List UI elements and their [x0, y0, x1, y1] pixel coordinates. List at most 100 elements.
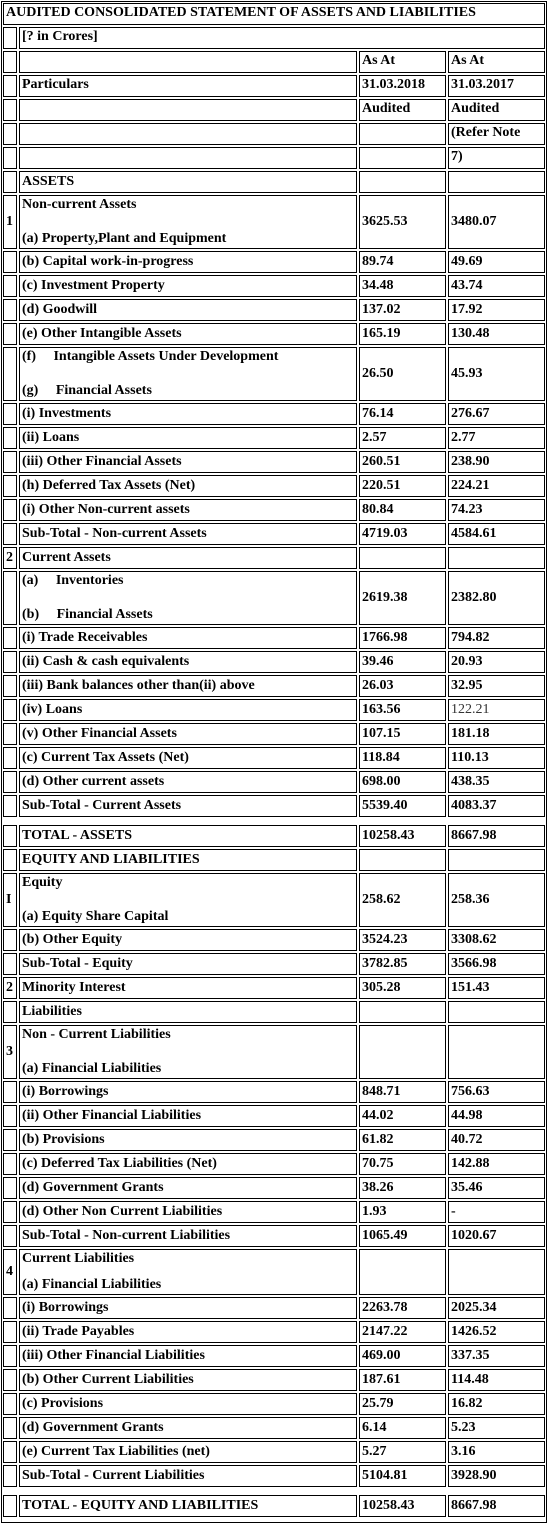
- value-2017: 276.67: [448, 403, 545, 425]
- row-label: (ii) Other Financial Liabilities: [19, 1105, 357, 1127]
- col1-date: 31.03.2018: [359, 75, 446, 97]
- row-label: (ii) Loans: [19, 427, 357, 449]
- row-label: Current Liabilities: [22, 1251, 135, 1266]
- value-2017: 44.98: [448, 1105, 545, 1127]
- row-number: [3, 1177, 17, 1199]
- header-num-cell: [3, 75, 17, 97]
- row-number: [3, 323, 17, 345]
- row-label: (b) Capital work-in-progress: [19, 251, 357, 273]
- row-number: [3, 451, 17, 473]
- value-2018: 39.46: [359, 651, 446, 673]
- row-label: (f) Intangible Assets Under Development: [22, 349, 279, 364]
- value-2018: 3625.53: [359, 195, 446, 249]
- col2-note-line1: (Refer Note: [448, 123, 545, 145]
- header-label-cell: [19, 123, 357, 145]
- row-number: [3, 1081, 17, 1103]
- row-number: [3, 1225, 17, 1247]
- row-label: Sub-Total - Non-current Liabilities: [19, 1225, 357, 1247]
- value-2017: 5.23: [448, 1417, 545, 1439]
- value-2018: 2147.22: [359, 1321, 446, 1343]
- row-label-group: Equity (a) Equity Share Capital: [19, 873, 357, 927]
- row-number: 4: [3, 1249, 17, 1295]
- value-2018: 137.02: [359, 299, 446, 321]
- value-2018: 305.28: [359, 977, 446, 999]
- value-2017: 438.35: [448, 771, 545, 793]
- value-2017: 8667.98: [448, 825, 545, 847]
- row-label: (b) Other Current Liabilities: [19, 1369, 357, 1391]
- row-number: [3, 571, 17, 625]
- header-num-cell: [3, 99, 17, 121]
- value-2018: 61.82: [359, 1129, 446, 1151]
- value-2018: 38.26: [359, 1177, 446, 1199]
- row-label: (iv) Loans: [19, 699, 357, 721]
- row-number: [3, 1369, 17, 1391]
- row-number: [3, 825, 17, 847]
- particulars-header: Particulars: [19, 75, 357, 97]
- value-2017: 151.43: [448, 977, 545, 999]
- value-2018: 10258.43: [359, 825, 446, 847]
- value-2018: 2619.38: [359, 571, 446, 625]
- value-2018: 165.19: [359, 323, 446, 345]
- row-label: (b) Financial Assets: [22, 607, 153, 622]
- row-label: Liabilities: [19, 1001, 357, 1023]
- row-number: [3, 723, 17, 745]
- value-2017: [448, 171, 545, 193]
- row-label: ASSETS: [19, 171, 357, 193]
- value-2018: 25.79: [359, 1393, 446, 1415]
- row-number: [3, 499, 17, 521]
- row-number: [3, 1001, 17, 1023]
- row-label: (iii) Other Financial Assets: [19, 451, 357, 473]
- value-2017: [448, 1249, 545, 1295]
- row-number: [3, 1345, 17, 1367]
- value-2017: 181.18: [448, 723, 545, 745]
- value-2018: 89.74: [359, 251, 446, 273]
- col2-note-line2: 7): [448, 147, 545, 169]
- row-number: 3: [3, 1025, 17, 1079]
- row-label: (c) Deferred Tax Liabilities (Net): [19, 1153, 357, 1175]
- row-label: Sub-Total - Current Liabilities: [19, 1465, 357, 1487]
- row-number: [3, 1393, 17, 1415]
- value-2018: 34.48: [359, 275, 446, 297]
- value-2017: 49.69: [448, 251, 545, 273]
- value-2017: 4584.61: [448, 523, 545, 545]
- value-2018: 260.51: [359, 451, 446, 473]
- value-2017: 258.36: [448, 873, 545, 927]
- value-2017: 3308.62: [448, 929, 545, 951]
- value-2018: 187.61: [359, 1369, 446, 1391]
- row-number: [3, 299, 17, 321]
- value-2018: 258.62: [359, 873, 446, 927]
- row-label: (c) Provisions: [19, 1393, 357, 1415]
- row-label-group: (a) Inventories (b) Financial Assets: [19, 571, 357, 625]
- row-label: (ii) Trade Payables: [19, 1321, 357, 1343]
- col1-as-at: As At: [359, 51, 446, 73]
- value-2017: 114.48: [448, 1369, 545, 1391]
- row-label: (d) Government Grants: [19, 1177, 357, 1199]
- value-2017: 32.95: [448, 675, 545, 697]
- row-label: (e) Other Intangible Assets: [19, 323, 357, 345]
- row-label: (b) Provisions: [19, 1129, 357, 1151]
- row-label: (iii) Bank balances other than(ii) above: [19, 675, 357, 697]
- row-label: (i) Borrowings: [19, 1297, 357, 1319]
- row-label: (a) Equity Share Capital: [22, 909, 169, 924]
- value-2017: 3.16: [448, 1441, 545, 1463]
- header-num-cell: [3, 147, 17, 169]
- value-2017: 3566.98: [448, 953, 545, 975]
- row-number: [3, 627, 17, 649]
- row-label: (a) Financial Liabilities: [22, 1061, 162, 1076]
- row-number: [3, 849, 17, 871]
- value-2017: [448, 1025, 545, 1079]
- value-2017: 4083.37: [448, 795, 545, 817]
- value-2018: 698.00: [359, 771, 446, 793]
- value-2018: [359, 547, 446, 569]
- value-2017: 3480.07: [448, 195, 545, 249]
- row-number: [3, 699, 17, 721]
- col1-status: Audited: [359, 99, 446, 121]
- value-2017: [448, 547, 545, 569]
- value-2017: 756.63: [448, 1081, 545, 1103]
- row-label: (c) Investment Property: [19, 275, 357, 297]
- value-2017: 40.72: [448, 1129, 545, 1151]
- col2-date: 31.03.2017: [448, 75, 545, 97]
- value-2017: 1020.67: [448, 1225, 545, 1247]
- row-number: 1: [3, 195, 17, 249]
- value-2018: 2.57: [359, 427, 446, 449]
